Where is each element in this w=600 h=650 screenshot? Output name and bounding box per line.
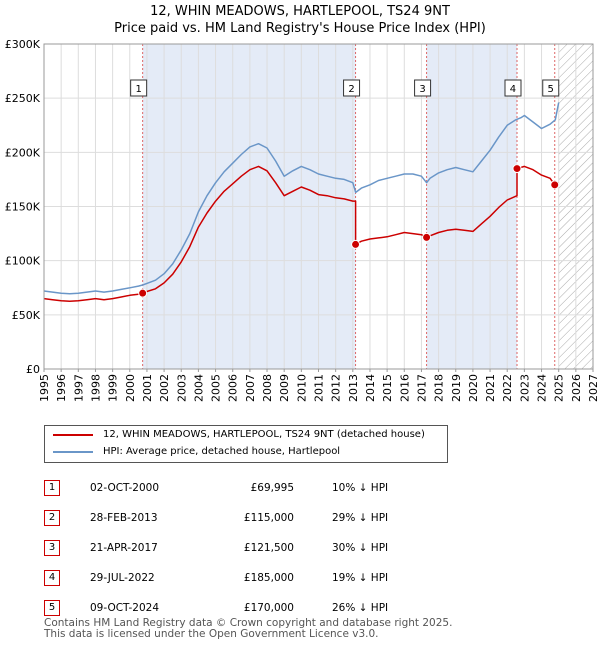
sale-number-badge: 4 bbox=[44, 570, 60, 586]
sales-table: 1 02-OCT-2000 £69,995 10% ↓ HPI 2 28-FEB… bbox=[44, 473, 388, 623]
sale-number-badge: 3 bbox=[44, 540, 60, 556]
x-tick-label: 1998 bbox=[89, 374, 102, 402]
x-tick-label: 2023 bbox=[518, 374, 531, 402]
legend-line-property-icon bbox=[53, 433, 93, 436]
sale-number-badge: 5 bbox=[44, 600, 60, 616]
price-chart: 1 2 3 4 5 £0 £50K £100K £150K £200K £250K £300K 1995… bbox=[5, 38, 600, 402]
x-tick-label: 1995 bbox=[38, 374, 51, 402]
sale-date: 21-APR-2017 bbox=[90, 542, 158, 554]
x-tick-label: 2013 bbox=[347, 374, 360, 402]
x-tick-label: 2008 bbox=[261, 374, 274, 402]
x-tick-label: 2001 bbox=[141, 374, 154, 402]
x-tick-label: 2024 bbox=[536, 374, 549, 402]
x-tick-label: 2003 bbox=[175, 374, 188, 402]
sale-label-number: 2 bbox=[348, 84, 354, 95]
legend-item-hpi: HPI: Average price, detached house, Hart… bbox=[53, 446, 340, 457]
sale-label-number: 5 bbox=[548, 84, 554, 95]
x-tick-label: 2000 bbox=[124, 374, 137, 402]
x-tick-label: 2006 bbox=[227, 374, 240, 402]
sale-label-box bbox=[414, 79, 432, 97]
y-tick-label: £100K bbox=[5, 255, 41, 268]
x-tick-label: 2002 bbox=[158, 374, 171, 402]
y-tick-label: £50K bbox=[12, 309, 41, 322]
sale-label-box bbox=[504, 79, 522, 97]
x-tick-label: 1997 bbox=[72, 374, 85, 402]
x-tick-label: 2027 bbox=[587, 374, 600, 402]
x-tick-label: 2025 bbox=[553, 374, 566, 402]
sale-date: 29-JUL-2022 bbox=[90, 572, 155, 584]
footer-line-copyright: Contains HM Land Registry data © Crown c… bbox=[44, 617, 453, 629]
x-tick-label: 2010 bbox=[295, 374, 308, 402]
sale-number-badge: 2 bbox=[44, 510, 60, 526]
sale-price: £170,000 bbox=[243, 602, 294, 614]
x-tick-label: 2026 bbox=[570, 374, 583, 402]
sale-label-number: 1 bbox=[135, 84, 141, 95]
legend-label-property: 12, WHIN MEADOWS, HARTLEPOOL, TS24 9NT (… bbox=[103, 429, 425, 440]
sale-hpi-diff: 29% ↓ HPI bbox=[332, 512, 389, 524]
sale-date: 28-FEB-2013 bbox=[90, 512, 158, 524]
sale-label-number: 3 bbox=[419, 84, 425, 95]
sale-point bbox=[422, 232, 432, 242]
sale-label-box bbox=[542, 79, 560, 97]
sale-hpi-diff: 30% ↓ HPI bbox=[332, 542, 389, 554]
x-tick-label: 2007 bbox=[244, 374, 257, 402]
chart-title-line2: Price paid vs. HM Land Registry's House … bbox=[114, 21, 486, 36]
x-tick-label: 2019 bbox=[450, 374, 463, 402]
sale-price: £69,995 bbox=[250, 482, 294, 494]
x-tick-label: 2022 bbox=[501, 374, 514, 402]
hpi-line bbox=[43, 102, 560, 295]
x-tick-label: 2020 bbox=[467, 374, 480, 402]
sale-price: £115,000 bbox=[243, 512, 294, 524]
y-tick-label: £250K bbox=[5, 92, 41, 105]
sale-point bbox=[550, 180, 560, 190]
sale-date: 09-OCT-2024 bbox=[90, 602, 159, 614]
sale-label-box bbox=[343, 79, 361, 97]
table-row: 1 02-OCT-2000 £69,995 10% ↓ HPI bbox=[44, 473, 388, 503]
y-tick-label: £300K bbox=[5, 38, 41, 51]
x-tick-label: 2005 bbox=[210, 374, 223, 402]
legend-line-hpi-icon bbox=[53, 450, 93, 453]
sale-hpi-diff: 19% ↓ HPI bbox=[332, 572, 389, 584]
table-row: 2 28-FEB-2013 £115,000 29% ↓ HPI bbox=[44, 503, 388, 533]
sale-number-badge: 1 bbox=[44, 480, 60, 496]
sale-point bbox=[138, 288, 148, 298]
table-row: 5 09-OCT-2024 £170,000 26% ↓ HPI bbox=[44, 593, 388, 623]
chart-legend: 12, WHIN MEADOWS, HARTLEPOOL, TS24 9NT (… bbox=[44, 425, 448, 463]
x-tick-label: 2018 bbox=[433, 374, 446, 402]
x-tick-label: 2015 bbox=[381, 374, 394, 402]
y-tick-label: £200K bbox=[5, 146, 41, 159]
x-tick-label: 1996 bbox=[55, 374, 68, 402]
sale-date: 02-OCT-2000 bbox=[90, 482, 159, 494]
table-row: 3 21-APR-2017 £121,500 30% ↓ HPI bbox=[44, 533, 388, 563]
table-row: 4 29-JUL-2022 £185,000 19% ↓ HPI bbox=[44, 563, 388, 593]
x-tick-label: 2016 bbox=[398, 374, 411, 402]
sale-hpi-diff: 10% ↓ HPI bbox=[332, 482, 389, 494]
x-tick-label: 2004 bbox=[192, 374, 205, 402]
x-tick-label: 2021 bbox=[484, 374, 497, 402]
sale-point bbox=[512, 164, 522, 174]
footer-line-licence: This data is licensed under the Open Gov… bbox=[44, 628, 379, 640]
sale-label-number: 4 bbox=[510, 84, 516, 95]
x-tick-label: 2011 bbox=[313, 374, 326, 402]
sale-price: £121,500 bbox=[243, 542, 294, 554]
sale-label-box bbox=[130, 79, 148, 97]
x-tick-label: 2012 bbox=[330, 374, 343, 402]
sale-point bbox=[351, 239, 361, 249]
sale-hpi-diff: 26% ↓ HPI bbox=[332, 602, 389, 614]
footer-notice: Contains HM Land Registry data © Crown c… bbox=[44, 618, 452, 640]
x-tick-label: 1999 bbox=[107, 374, 120, 402]
x-tick-label: 2009 bbox=[278, 374, 291, 402]
legend-item-property: 12, WHIN MEADOWS, HARTLEPOOL, TS24 9NT (… bbox=[53, 429, 425, 440]
chart-title-line1: 12, WHIN MEADOWS, HARTLEPOOL, TS24 9NT bbox=[150, 4, 450, 19]
legend-label-hpi: HPI: Average price, detached house, Hart… bbox=[103, 446, 341, 457]
x-tick-label: 2014 bbox=[364, 374, 377, 402]
x-tick-label: 2017 bbox=[415, 374, 428, 402]
sale-price: £185,000 bbox=[243, 572, 294, 584]
y-tick-label: £150K bbox=[5, 201, 41, 214]
y-tick-label: £0 bbox=[26, 363, 40, 376]
